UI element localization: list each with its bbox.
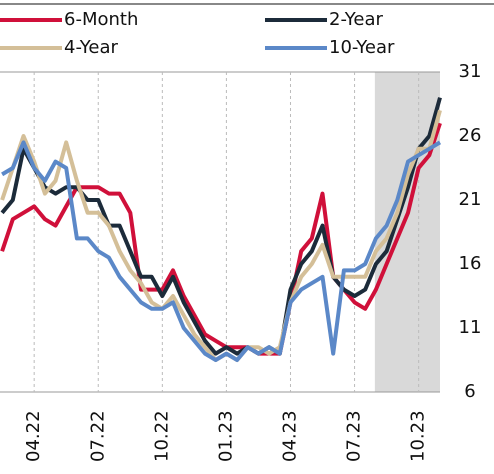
y-tick-label: 16 xyxy=(459,253,482,274)
series-line xyxy=(0,109,442,362)
x-tick-label: 10.22 xyxy=(151,410,172,462)
x-tick-label: 07.23 xyxy=(344,410,365,462)
shaded-region xyxy=(374,72,440,392)
x-tick-label: 04.22 xyxy=(23,410,44,462)
x-tick-label: 10.23 xyxy=(408,410,429,462)
series-line xyxy=(0,97,442,356)
legend-label: 6-Month xyxy=(64,9,138,30)
series-line xyxy=(1,140,442,362)
x-tick-label: 04.23 xyxy=(279,410,300,462)
legend-label: 10-Year xyxy=(329,37,395,58)
x-tick-label: 07.22 xyxy=(87,410,108,462)
series-line xyxy=(0,122,442,356)
x-tick-label: 01.23 xyxy=(215,410,236,462)
y-tick-label: 31 xyxy=(459,61,482,82)
legend-label: 2-Year xyxy=(329,9,384,30)
y-tick-label: 21 xyxy=(459,189,482,210)
y-tick-label: 6 xyxy=(464,381,475,402)
y-tick-label: 26 xyxy=(459,125,482,146)
y-tick-label: 11 xyxy=(459,317,482,338)
legend-label: 4-Year xyxy=(64,37,119,58)
